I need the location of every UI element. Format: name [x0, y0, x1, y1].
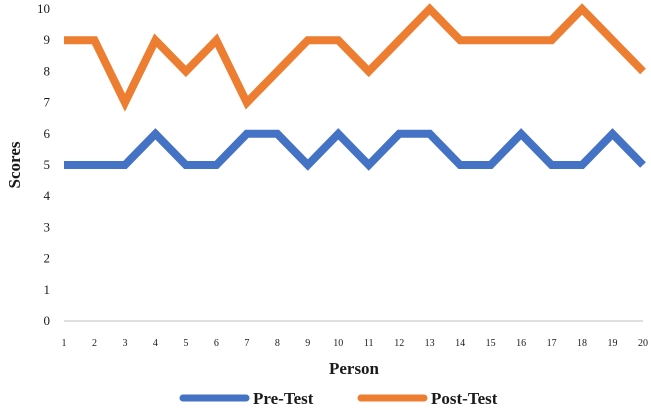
x-tick-label: 10 [333, 338, 343, 349]
x-tick-label: 20 [638, 338, 648, 349]
x-tick-label: 6 [214, 338, 219, 349]
x-tick-label: 9 [305, 338, 310, 349]
legend: Pre-Test Post-Test [179, 389, 498, 408]
x-tick-label: 1 [62, 338, 67, 349]
y-tick-label: 5 [44, 157, 51, 172]
x-tick-label: 17 [547, 338, 557, 349]
x-tick-label: 16 [516, 338, 526, 349]
x-tick-label: 3 [122, 338, 127, 349]
y-tick-label: 10 [37, 1, 50, 16]
x-tick-label: 4 [153, 338, 158, 349]
x-tick-label: 13 [425, 338, 435, 349]
y-tick-label: 4 [44, 188, 51, 203]
series-line-pre-test [64, 128, 646, 171]
x-axis-tick-labels: 1 2 3 4 5 6 7 8 9 10 11 12 13 14 15 16 17 18 19 20 [62, 338, 649, 349]
x-tick-label: 12 [394, 338, 404, 349]
x-tick-label: 15 [486, 338, 496, 349]
y-tick-label: 2 [44, 251, 51, 266]
y-tick-label: 9 [44, 32, 51, 47]
x-tick-label: 5 [183, 338, 188, 349]
y-tick-label: 1 [44, 282, 51, 297]
y-axis-title: Scores [5, 141, 24, 188]
x-axis-title: Person [329, 359, 380, 378]
x-tick-label: 18 [577, 338, 587, 349]
series-lines [63, 3, 646, 171]
y-tick-label: 6 [44, 126, 51, 141]
x-tick-label: 7 [244, 338, 249, 349]
x-tick-label: 2 [92, 338, 97, 349]
y-tick-label: 0 [44, 313, 51, 328]
x-tick-label: 19 [608, 338, 618, 349]
series-line-post-test [64, 3, 646, 112]
legend-label-pre-test: Pre-Test [253, 389, 314, 408]
legend-label-post-test: Post-Test [431, 389, 498, 408]
y-tick-label: 8 [44, 63, 51, 78]
y-tick-label: 7 [44, 95, 51, 110]
x-tick-label: 8 [275, 338, 280, 349]
y-tick-label: 3 [44, 219, 51, 234]
x-tick-label: 11 [364, 338, 374, 349]
x-tick-label: 14 [455, 338, 465, 349]
y-axis-tick-labels: 0 1 2 3 4 5 6 7 8 9 10 [37, 1, 51, 328]
